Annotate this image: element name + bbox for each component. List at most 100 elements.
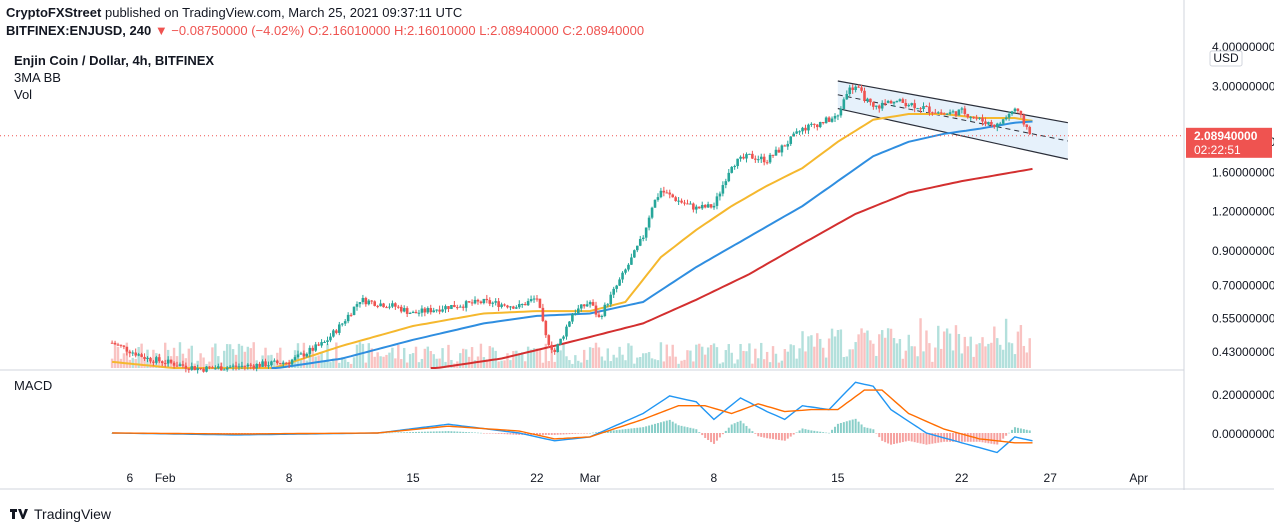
macd-histogram-bar xyxy=(966,433,969,442)
macd-zero-label: 0.00000000 xyxy=(1212,427,1274,441)
candle-body xyxy=(579,304,583,309)
candle-body xyxy=(609,294,613,305)
macd-histogram-bar xyxy=(556,433,559,435)
candle-body xyxy=(774,149,778,156)
macd-histogram-bar xyxy=(833,426,836,433)
volume-bar xyxy=(754,348,757,368)
volume-bar xyxy=(1007,342,1011,368)
macd-histogram-bar xyxy=(952,433,955,442)
volume-bar xyxy=(199,353,202,368)
candle-body xyxy=(276,360,279,364)
volume-bar xyxy=(1001,349,1005,368)
macd-histogram-bar xyxy=(1028,430,1031,433)
time-axis[interactable]: 6 Feb 8 15 22 Mar 8 15 22 27 Apr xyxy=(126,471,1148,485)
candle-body xyxy=(650,207,654,218)
volume-bar xyxy=(618,346,621,368)
candle-body xyxy=(488,300,492,304)
volume-bar xyxy=(370,348,373,368)
candle-body xyxy=(724,181,728,186)
volume-bar xyxy=(916,356,919,368)
volume-bar xyxy=(957,334,961,368)
candle-body xyxy=(178,364,182,366)
candle-body xyxy=(960,108,964,110)
macd-histogram-bar xyxy=(429,431,432,433)
macd-histogram-bar xyxy=(860,424,863,433)
candle-body xyxy=(438,309,441,312)
volume-bar xyxy=(972,356,975,368)
candle-body xyxy=(889,100,893,104)
candle-body xyxy=(149,357,152,362)
candle-body xyxy=(954,111,958,116)
candle-body xyxy=(270,361,273,366)
volume-bar xyxy=(332,358,335,368)
macd-histogram-bar xyxy=(586,433,589,434)
candle-body xyxy=(261,361,264,367)
macd-histogram-bar xyxy=(432,431,435,433)
publisher-name[interactable]: CryptoFXStreet xyxy=(6,5,102,20)
candle-body xyxy=(768,154,772,163)
macd-histogram-bar xyxy=(836,423,839,433)
volume-bar xyxy=(237,343,241,368)
volume-bar xyxy=(807,336,810,368)
macd-histogram-bar xyxy=(969,433,972,442)
candle-body xyxy=(644,227,648,238)
macd-histogram-bar xyxy=(766,433,769,439)
y-tick-label: 0.43000000 xyxy=(1212,345,1274,359)
candle-body xyxy=(813,123,816,125)
volume-bar xyxy=(922,351,925,368)
candle-body xyxy=(281,362,285,364)
x-tick-label: 6 xyxy=(126,471,133,485)
candle-body xyxy=(700,204,704,209)
volume-bar xyxy=(857,334,860,368)
volume-bar xyxy=(196,360,199,368)
candle-body xyxy=(942,113,946,115)
candle-body xyxy=(172,362,176,366)
candle-body xyxy=(810,123,813,125)
macd-histogram-bar xyxy=(671,421,674,433)
candle-body xyxy=(553,349,556,353)
macd-histogram-bar xyxy=(701,433,704,436)
macd-histogram-bar xyxy=(589,432,592,434)
brand-name: TradingView xyxy=(34,506,112,522)
volume-bar xyxy=(869,340,872,368)
volume-bar xyxy=(335,342,338,368)
x-tick-label: 22 xyxy=(530,471,544,485)
candle-body xyxy=(995,123,999,128)
macd-histogram-bar xyxy=(913,433,916,443)
macd-histogram-bar xyxy=(1025,429,1028,433)
candle-body xyxy=(526,301,530,306)
y-tick-label: 1.20000000 xyxy=(1212,205,1274,219)
volume-bar xyxy=(798,348,801,368)
candle-body xyxy=(1004,117,1008,120)
candle-body xyxy=(836,115,840,117)
candle-body xyxy=(544,321,548,336)
volume-bar xyxy=(780,360,784,368)
channel-mid-line xyxy=(837,94,1068,142)
volume-bar xyxy=(252,342,255,368)
candle-body xyxy=(851,87,854,91)
volume-bar xyxy=(987,343,990,368)
currency-badge[interactable]: USD xyxy=(1209,50,1243,67)
macd-histogram-bar xyxy=(895,433,898,444)
y-tick-label: 0.70000000 xyxy=(1212,278,1274,292)
macd-histogram-bar xyxy=(872,429,875,433)
volume-bar xyxy=(960,353,964,368)
macd-histogram-bar xyxy=(786,433,789,439)
candle-body xyxy=(352,306,356,315)
macd-histogram-bar xyxy=(1002,433,1005,439)
candle-body xyxy=(137,354,140,356)
candlesticks xyxy=(110,84,1032,374)
macd-histogram-bar xyxy=(715,433,718,441)
y-tick-label: 3.00000000 xyxy=(1212,79,1274,93)
candle-body xyxy=(571,314,574,322)
footer-brand[interactable]: TradingView xyxy=(10,506,111,522)
ohlc-values: O:2.16010000 H:2.16010000 L:2.08940000 C… xyxy=(307,23,645,38)
volume-bar xyxy=(544,343,548,368)
candle-body xyxy=(503,304,506,306)
volume-bar xyxy=(488,346,491,368)
indicator-3ma-bb[interactable]: 3MA BB xyxy=(14,70,61,85)
indicator-vol[interactable]: Vol xyxy=(14,87,33,102)
macd-histogram-bar xyxy=(494,433,497,434)
candle-body xyxy=(349,314,353,316)
